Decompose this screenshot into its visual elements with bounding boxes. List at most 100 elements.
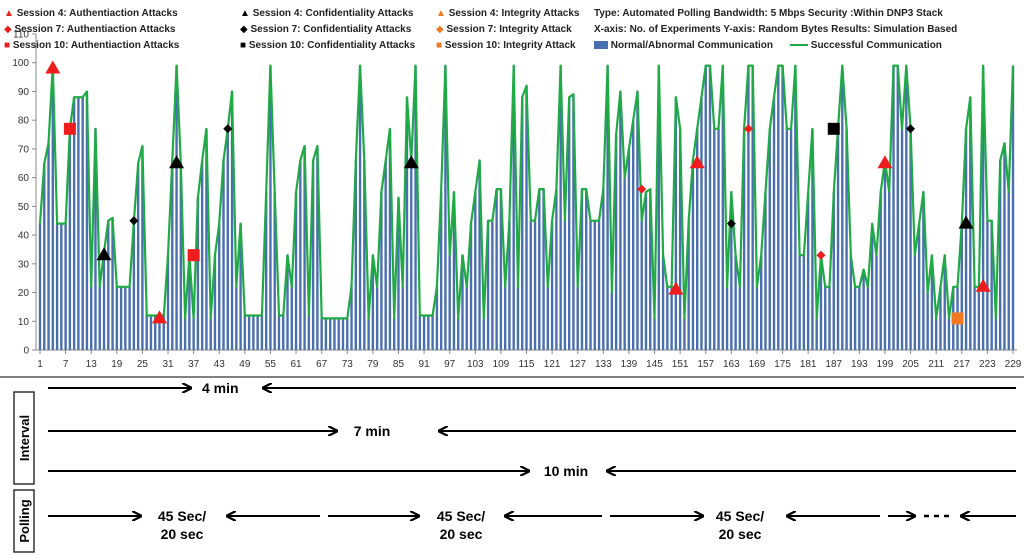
interval-7min-label: 7 min bbox=[354, 423, 391, 439]
bar bbox=[734, 255, 737, 350]
bar bbox=[760, 255, 763, 350]
polling-label: Polling bbox=[17, 499, 32, 542]
bar bbox=[358, 65, 362, 350]
bar bbox=[90, 286, 93, 350]
bar bbox=[341, 318, 345, 350]
bar bbox=[486, 220, 490, 350]
bar bbox=[687, 220, 690, 350]
x-tick-label: 211 bbox=[928, 359, 944, 370]
bar bbox=[704, 65, 707, 350]
attack-marker-triangle bbox=[975, 278, 991, 292]
bar bbox=[431, 315, 434, 350]
x-tick-label: 151 bbox=[672, 359, 689, 370]
x-tick-label: 103 bbox=[467, 359, 484, 370]
bar bbox=[653, 318, 656, 350]
bar bbox=[444, 65, 447, 350]
polling-label-1b: 20 sec bbox=[161, 526, 204, 542]
bar bbox=[461, 255, 464, 350]
attack-marker-triangle bbox=[169, 155, 185, 169]
y-tick-label: 90 bbox=[18, 87, 30, 98]
bar bbox=[879, 192, 882, 350]
bar bbox=[828, 286, 831, 350]
attack-marker-triangle bbox=[96, 247, 112, 261]
bar bbox=[337, 318, 340, 350]
chart-meta-line-1: Type: Automated Polling Bandwidth: 5 Mbp… bbox=[594, 8, 943, 19]
x-tick-label: 31 bbox=[162, 359, 174, 370]
bar bbox=[145, 315, 148, 350]
bar bbox=[896, 65, 899, 350]
bar bbox=[597, 220, 601, 350]
bar bbox=[397, 197, 400, 350]
bar bbox=[964, 128, 968, 350]
attack-marker-diamond bbox=[906, 124, 916, 134]
bar bbox=[883, 160, 887, 350]
bar bbox=[815, 318, 818, 350]
attack-marker-diamond bbox=[129, 216, 139, 226]
bar bbox=[115, 286, 119, 350]
polling-label-1a: 45 Sec/ bbox=[158, 508, 206, 524]
bar bbox=[751, 65, 754, 350]
bar bbox=[606, 65, 609, 350]
bar bbox=[243, 315, 247, 350]
x-tick-label: 199 bbox=[877, 359, 894, 370]
attack-marker-square bbox=[827, 122, 840, 135]
bar bbox=[811, 128, 814, 350]
x-tick-label: 25 bbox=[137, 359, 149, 370]
legend-item: ■ Session 10: Confidentiality Attacks bbox=[240, 40, 416, 51]
bar bbox=[68, 128, 72, 350]
attack-marker-triangle bbox=[45, 60, 61, 74]
bar bbox=[196, 197, 200, 350]
bar bbox=[354, 160, 357, 350]
bar bbox=[696, 128, 699, 350]
bar bbox=[192, 318, 195, 350]
bar bbox=[478, 160, 481, 350]
bar bbox=[414, 65, 417, 350]
polling-label-2a: 45 Sec/ bbox=[437, 508, 485, 524]
attack-marker-square bbox=[63, 122, 76, 135]
polling-label-2b: 20 sec bbox=[440, 526, 483, 542]
bar bbox=[849, 255, 853, 350]
bar bbox=[631, 120, 635, 350]
bar bbox=[469, 223, 473, 350]
bar bbox=[926, 292, 929, 350]
bar bbox=[277, 315, 281, 350]
bar bbox=[200, 160, 204, 350]
bar bbox=[636, 91, 639, 351]
y-tick-label: 0 bbox=[23, 346, 29, 357]
x-tick-label: 127 bbox=[569, 359, 586, 370]
bar bbox=[798, 255, 801, 350]
bar bbox=[371, 255, 375, 350]
x-tick-label: 55 bbox=[265, 359, 277, 370]
bar bbox=[888, 192, 891, 350]
attack-marker-square bbox=[951, 312, 964, 325]
x-tick-label: 217 bbox=[953, 359, 970, 370]
bar bbox=[72, 97, 76, 350]
bar bbox=[439, 192, 443, 350]
bar bbox=[375, 286, 379, 350]
bar bbox=[299, 160, 302, 350]
bar bbox=[525, 85, 528, 350]
y-tick-label: 30 bbox=[18, 259, 30, 270]
bar bbox=[422, 315, 426, 350]
bar bbox=[939, 286, 942, 350]
x-tick-label: 73 bbox=[342, 359, 354, 370]
bar bbox=[841, 65, 844, 350]
bar bbox=[875, 255, 878, 350]
bar bbox=[51, 65, 55, 350]
bar bbox=[973, 286, 976, 350]
bar bbox=[764, 192, 767, 350]
polling-label-3a: 45 Sec/ bbox=[716, 508, 764, 524]
bar bbox=[674, 97, 678, 350]
bar bbox=[252, 315, 255, 350]
bar bbox=[892, 65, 895, 350]
bar bbox=[533, 220, 537, 350]
legend-item: ◆ Session 7: Authentiaction Attacks bbox=[4, 24, 176, 35]
bar bbox=[670, 286, 673, 350]
bar bbox=[666, 286, 669, 350]
attack-marker-diamond bbox=[223, 124, 233, 134]
bar bbox=[777, 65, 780, 350]
attack-marker-triangle bbox=[958, 215, 974, 229]
bar bbox=[555, 189, 558, 350]
bar bbox=[60, 223, 63, 350]
bar bbox=[853, 286, 857, 350]
